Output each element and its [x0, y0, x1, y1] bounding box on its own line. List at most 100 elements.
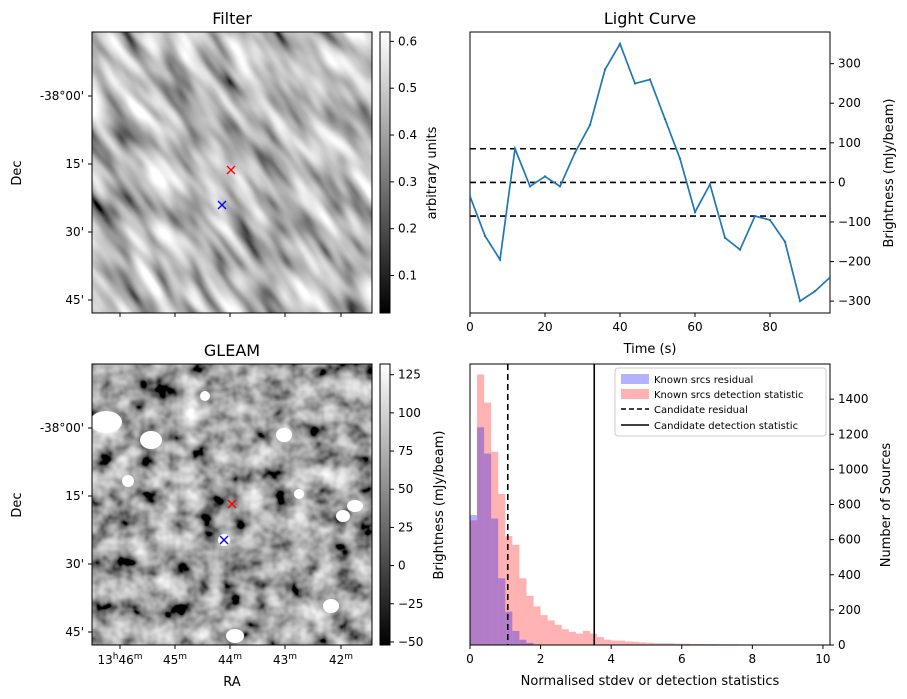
colorbar-tick-label: 0 [398, 559, 406, 573]
y-tick-label: 0 [838, 175, 846, 189]
x-tick-label-mid: 46 [118, 653, 133, 667]
x-tick-label: 0 [466, 320, 474, 334]
x-tick-label: 6 [678, 652, 686, 666]
lightcurve-point [708, 183, 712, 186]
detection-bar [568, 631, 576, 645]
x-tick-label: 80 [762, 320, 777, 334]
colorbar-tick-label: −25 [398, 597, 423, 611]
lightcurve-point [498, 258, 502, 261]
residual-bar [470, 515, 478, 645]
x-tick-label: 44m [218, 652, 242, 667]
x-tick-label: 60 [687, 320, 702, 334]
lightcurve-point [648, 78, 652, 81]
x-tick-label-sup: h [113, 652, 119, 662]
x-tick-label-main: 42 [329, 653, 344, 667]
gleam-ylabel: Dec [10, 492, 25, 517]
detection-bar [491, 451, 499, 645]
colorbar-tick-label: 0.2 [398, 222, 417, 236]
filter-panel: Filter -38°00' 15' 30' 45' Dec 0.1 0.2 0.3 0.4… [10, 9, 440, 317]
x-tick-label-main: 45 [163, 653, 178, 667]
residual-bar [505, 611, 513, 645]
x-tick-label-sup: m [288, 652, 297, 662]
detection-bar [597, 637, 605, 645]
filter-y-axis: -38°00' 15' 30' 45' [40, 89, 92, 307]
detection-bar [575, 633, 583, 645]
lightcurve-point [513, 147, 517, 150]
y-tick-label: -38°00' [40, 421, 84, 435]
y-tick-label: 1400 [838, 392, 869, 406]
lightcurve-point [573, 151, 577, 154]
detection-bar [625, 641, 633, 645]
detection-bar [498, 493, 506, 645]
colorbar-tick-label: 125 [398, 368, 421, 382]
gleam-colorbar-ticks: −50 −25 0 25 50 75 100 125 [390, 368, 423, 649]
detection-bar [611, 640, 619, 645]
colorbar-tick-label: 0.4 [398, 128, 417, 142]
lightcurve-point [738, 248, 742, 251]
detection-bar [674, 643, 682, 645]
lightcurve-point [603, 68, 607, 71]
detection-bar [470, 520, 478, 645]
legend-label-candidate-detection: Candidate detection statistic [654, 421, 798, 432]
histogram-x-axis: 0 2 4 6 8 10 [466, 645, 831, 666]
detection-bar [561, 629, 569, 645]
x-tick-label-main: 13 [97, 653, 112, 667]
x-tick-label: 10 [815, 652, 830, 666]
filter-colorbar [379, 31, 391, 314]
filter-ylabel: Dec [10, 160, 25, 185]
colorbar-tick-label: 75 [398, 444, 413, 458]
x-tick-label: 20 [537, 320, 552, 334]
colorbar-tick-label: 0.1 [398, 269, 417, 283]
filter-colorbar-label: arbitrary units [425, 126, 440, 219]
lightcurve-point [678, 157, 682, 160]
detection-bar [639, 642, 647, 645]
y-tick-label: −200 [838, 255, 871, 269]
lightcurve-thresholds [470, 147, 830, 217]
lightcurve-point [528, 185, 532, 188]
y-tick-label: 45' [65, 625, 84, 639]
x-tick-label: 8 [749, 652, 757, 666]
lightcurve-panel: Light Curve 0 20 40 60 80 −300 −200 −100 0 100 20… [466, 9, 897, 357]
lightcurve-point [543, 175, 547, 178]
histogram-candidate-lines [506, 364, 596, 645]
lightcurve-point [813, 290, 817, 293]
lightcurve-point [618, 42, 622, 46]
x-tick-label-sup: m [178, 652, 187, 662]
x-tick-label: 42m [329, 652, 353, 667]
histogram-bars [470, 374, 823, 645]
gleam-red-marker [227, 499, 237, 509]
lightcurve-point [723, 236, 727, 240]
y-tick-label: 30' [65, 557, 84, 571]
histogram-panel: 0 2 4 6 8 10 0 200 400 600 800 1000 1200 1400 Normal… [466, 363, 894, 689]
lightcurve-point [693, 210, 697, 214]
lightcurve-point [753, 214, 757, 218]
filter-colorbar-ticks: 0.1 0.2 0.3 0.4 0.5 0.6 [390, 34, 417, 283]
gleam-x-axis: 13h46m 45m 44m 43m 42m [97, 645, 353, 667]
lightcurve-series [470, 41, 830, 303]
detection-bar [688, 643, 696, 645]
y-tick-label: 1000 [838, 462, 869, 476]
lightcurve-point [633, 82, 637, 85]
filter-blue-marker [217, 200, 227, 210]
lightcurve-xlabel: Time (s) [623, 342, 677, 357]
gleam-colorbar [379, 363, 391, 646]
lightcurve-point [558, 185, 562, 188]
y-tick-label: 600 [838, 533, 861, 547]
y-tick-label: −300 [838, 294, 871, 308]
detection-bar [646, 642, 654, 645]
gleam-colorbar-label: Brightness (mJy/beam) [432, 431, 447, 580]
lightcurve-title: Light Curve [604, 9, 696, 28]
x-tick-label: 13h46m [97, 652, 142, 667]
y-tick-label: 15' [65, 489, 84, 503]
y-tick-label: 45' [65, 293, 84, 307]
detection-bar [582, 630, 590, 645]
colorbar-tick-label: 100 [398, 406, 421, 420]
detection-bar [667, 643, 675, 645]
colorbar-tick-label: 0.6 [398, 34, 417, 48]
detection-bar [604, 639, 612, 645]
colorbar-tick-label: 0.5 [398, 81, 417, 95]
x-tick-label: 4 [607, 652, 615, 666]
legend-label-residual: Known srcs residual [654, 375, 753, 386]
y-tick-label: 800 [838, 498, 861, 512]
